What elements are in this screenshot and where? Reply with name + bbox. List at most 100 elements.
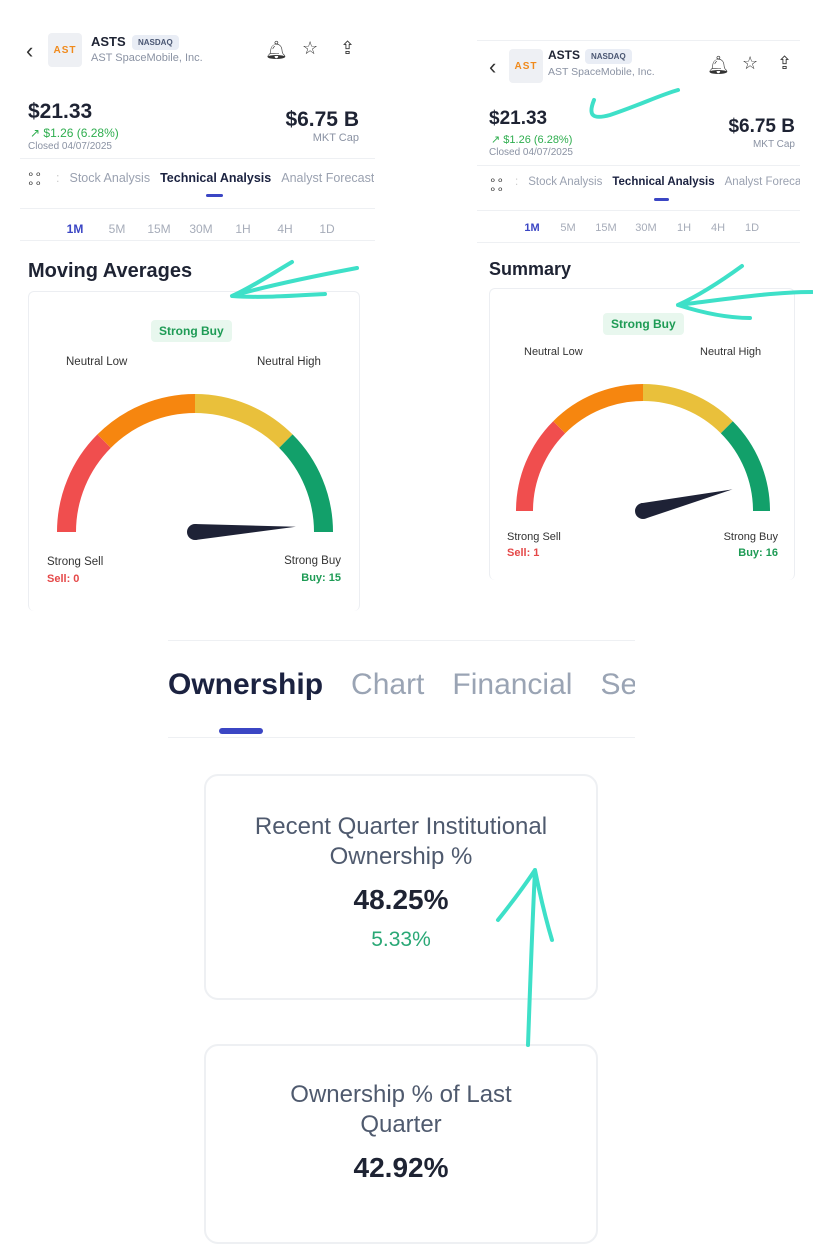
card-title-line: Recent Quarter Institutional <box>254 813 548 840</box>
price: $21.33 <box>28 100 93 123</box>
star-icon[interactable]: ☆ <box>302 38 319 58</box>
company-name: AST SpaceMobile, Inc. <box>548 66 655 78</box>
change-value: $1.26 (6.28%) <box>503 134 573 146</box>
tab-stock-analysis[interactable]: Stock Analysis <box>69 171 151 185</box>
back-icon[interactable]: ‹ <box>26 38 34 63</box>
tf-5m[interactable]: 5M <box>560 222 576 234</box>
tf-1d[interactable]: 1D <box>744 222 760 234</box>
rating-badge: Strong Buy <box>603 313 684 335</box>
company-name: AST SpaceMobile, Inc. <box>91 52 203 64</box>
price-change: ↗ $1.26 (6.28%) <box>491 133 572 146</box>
company-logo: AST <box>509 49 543 83</box>
buy-count: Buy: 15 <box>301 572 341 584</box>
timeframe-selector: 1M 5M 15M 30M 1H 4H 1D <box>54 222 348 236</box>
market-cap: $6.75 B <box>728 116 795 137</box>
gauge-segment-strong-sell <box>57 434 112 533</box>
divider <box>477 210 800 211</box>
tab-analyst-forecast[interactable]: Analyst Forecast <box>281 171 374 185</box>
active-tab-indicator <box>654 198 669 201</box>
trend-up-icon: ↗ <box>491 134 504 146</box>
tab-stock-analysis[interactable]: Stock Analysis <box>528 176 603 188</box>
strong-sell-label: Strong Sell <box>507 531 561 543</box>
grid-menu-icon[interactable]: ∘∘ ∘∘ <box>27 167 43 190</box>
tf-4h[interactable]: 4H <box>277 222 293 236</box>
price: $21.33 <box>489 108 548 129</box>
tf-1m[interactable]: 1M <box>66 222 84 236</box>
buy-count: Buy: 16 <box>738 547 778 559</box>
back-icon[interactable]: ‹ <box>489 54 497 79</box>
neutral-high-label: Neutral High <box>700 346 762 358</box>
tab-more[interactable]: Se <box>600 668 635 701</box>
active-tab-indicator <box>219 728 263 734</box>
strong-buy-label: Strong Buy <box>284 555 341 567</box>
tf-5m[interactable]: 5M <box>108 222 126 236</box>
gauge <box>57 394 333 540</box>
ownership-screen: Ownership Chart Financial Se Recent Quar… <box>168 640 635 1244</box>
divider <box>168 737 635 738</box>
sell-count: Sell: 1 <box>507 547 540 559</box>
tf-30m[interactable]: 30M <box>635 222 657 234</box>
divider <box>477 165 800 166</box>
change-value: $1.26 (6.28%) <box>43 126 119 140</box>
tab-technical-analysis[interactable]: Technical Analysis <box>160 171 272 185</box>
ownership-change: 5.33% <box>371 928 431 951</box>
bell-plus-icon[interactable]: 🔔︎ <box>265 40 288 60</box>
tab-technical-analysis[interactable]: Technical Analysis <box>612 176 715 188</box>
star-icon[interactable]: ☆ <box>742 53 759 73</box>
tf-1m[interactable]: 1M <box>524 222 540 234</box>
bell-plus-icon[interactable]: 🔔︎ <box>707 55 730 75</box>
tf-1d[interactable]: 1D <box>319 222 335 236</box>
tab-ownership[interactable]: Ownership <box>168 668 324 701</box>
gauge-card: Strong Buy Neutral Low Neutral High Stro… <box>489 288 795 580</box>
ticker: ASTS <box>91 34 126 49</box>
tf-15m[interactable]: 15M <box>595 222 617 234</box>
institutional-ownership-card: Recent Quarter Institutional Ownership % … <box>204 774 598 1000</box>
rating-badge: Strong Buy <box>151 320 232 342</box>
trend-up-icon: ↗ <box>30 126 44 140</box>
divider <box>477 242 800 243</box>
tf-15m[interactable]: 15M <box>147 222 171 236</box>
analysis-tabs: : Stock Analysis Technical Analysis Anal… <box>515 176 800 188</box>
neutral-low-label: Neutral Low <box>524 346 583 358</box>
gauge-card: Strong Buy Neutral Low Neutral High Stro… <box>28 291 360 611</box>
last-quarter-ownership-card: Ownership % of Last Quarter 42.92% <box>204 1044 598 1244</box>
sell-count: Sell: 0 <box>47 573 80 585</box>
screen-right: ‹ AST ASTS NASDAQ AST SpaceMobile, Inc. … <box>477 40 800 580</box>
card-title-line: Ownership % <box>329 843 473 870</box>
strong-sell-label: Strong Sell <box>47 556 104 568</box>
closed-date: Closed 04/07/2025 <box>489 147 573 158</box>
section-title: Moving Averages <box>28 260 193 282</box>
share-icon[interactable]: ⇪ <box>777 53 793 73</box>
active-tab-indicator <box>206 194 223 197</box>
gauge-segment-neutral-low <box>97 394 196 449</box>
tf-4h[interactable]: 4H <box>710 222 726 234</box>
tf-1h[interactable]: 1H <box>676 222 692 234</box>
price-change: ↗ $1.26 (6.28%) <box>30 126 119 140</box>
gauge-segment-strong-buy <box>278 434 333 533</box>
divider <box>168 640 635 641</box>
card-title-line: Ownership % of Last <box>290 1081 512 1108</box>
tab-analyst-forecast[interactable]: Analyst Forecas <box>724 176 800 188</box>
market-cap-label: MKT Cap <box>312 132 359 144</box>
tf-1h[interactable]: 1H <box>235 222 251 236</box>
exchange-badge: NASDAQ <box>585 49 632 64</box>
exchange-badge: NASDAQ <box>132 35 179 50</box>
market-cap: $6.75 B <box>285 108 359 131</box>
ownership-value: 42.92% <box>353 1152 449 1183</box>
screen-left: ‹ AST ASTS NASDAQ AST SpaceMobile, Inc. … <box>20 28 375 611</box>
gauge-segment-neutral-high <box>194 394 293 449</box>
card-title-line: Quarter <box>360 1111 442 1138</box>
gauge-needle-hub <box>187 524 203 540</box>
market-cap-label: MKT Cap <box>752 139 795 150</box>
grid-menu-icon[interactable]: ∘∘ ∘∘ <box>489 173 505 196</box>
gauge-segment-neutral-low <box>553 384 644 434</box>
card-title: Ownership % of Last Quarter <box>206 1080 596 1140</box>
ownership-value: 48.25% <box>353 884 449 915</box>
tab-chart[interactable]: Chart <box>351 668 425 701</box>
gauge-segment-neutral-high <box>642 384 733 434</box>
neutral-high-label: Neutral High <box>257 356 321 368</box>
tab-financial[interactable]: Financial <box>452 668 573 701</box>
tf-30m[interactable]: 30M <box>189 222 213 236</box>
share-icon[interactable]: ⇪ <box>340 38 356 58</box>
ownership-tabs: Ownership Chart Financial Se <box>168 668 635 702</box>
